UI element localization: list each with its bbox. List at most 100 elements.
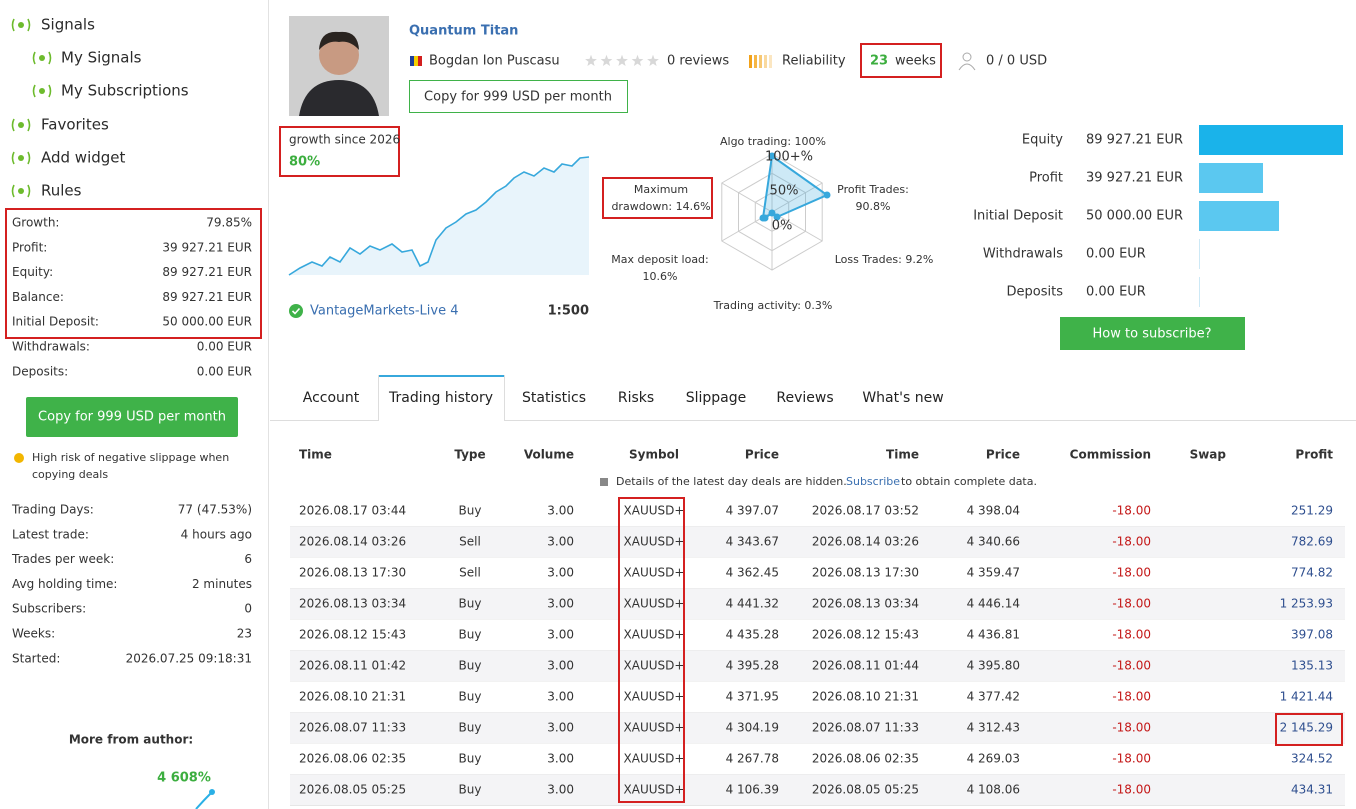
stat-label: Initial Deposit: bbox=[12, 315, 99, 329]
table-cell: 2026.08.13 03:34 bbox=[812, 597, 919, 611]
tab[interactable]: Risks bbox=[618, 390, 654, 406]
table-cell: 2 145.29 bbox=[1280, 721, 1333, 735]
radar-scale: 0% bbox=[772, 219, 793, 234]
table-cell: 135.13 bbox=[1291, 659, 1333, 673]
table-row bbox=[290, 712, 1345, 744]
copy-outline-label[interactable]: Copy for 999 USD per month bbox=[424, 90, 612, 105]
account-value: 89 927.21 EUR bbox=[1086, 133, 1183, 148]
account-value: 50 000.00 EUR bbox=[1086, 209, 1183, 224]
subscribe-button-label[interactable]: How to subscribe? bbox=[1093, 327, 1212, 342]
stat-label: Profit: bbox=[12, 240, 47, 254]
table-cell: XAUUSD+ bbox=[624, 690, 685, 704]
tab[interactable]: Slippage bbox=[686, 390, 747, 406]
table-cell: 4 395.28 bbox=[726, 659, 779, 673]
table-cell: 1 253.93 bbox=[1280, 597, 1333, 611]
table-cell: XAUUSD+ bbox=[624, 659, 685, 673]
column-header: Time bbox=[299, 448, 332, 462]
detail-label: Trading Days: bbox=[11, 503, 94, 517]
stat-value: 0.00 EUR bbox=[197, 340, 252, 354]
table-cell: 2026.08.06 02:35 bbox=[299, 752, 406, 766]
growth-label: growth since 2026 bbox=[289, 133, 400, 147]
column-header: Swap bbox=[1190, 448, 1227, 462]
table-cell: 2026.08.07 11:33 bbox=[299, 721, 406, 735]
stat-value: 79.85% bbox=[206, 216, 252, 230]
table-cell: XAUUSD+ bbox=[624, 752, 685, 766]
nav-link[interactable]: Favorites bbox=[41, 116, 109, 134]
table-cell: 1 421.44 bbox=[1280, 690, 1333, 704]
nav-link[interactable]: Signals bbox=[41, 16, 95, 34]
photo-head bbox=[319, 35, 359, 75]
nav-icon bbox=[18, 122, 24, 128]
table-cell: 774.82 bbox=[1291, 566, 1333, 580]
nav-link[interactable]: Rules bbox=[41, 182, 82, 200]
growth-value: 80% bbox=[289, 155, 320, 170]
account-bar bbox=[1199, 277, 1200, 307]
table-cell: Buy bbox=[459, 659, 482, 673]
table-cell: XAUUSD+ bbox=[624, 597, 685, 611]
signal-title[interactable]: Quantum Titan bbox=[409, 24, 518, 39]
table-row bbox=[290, 588, 1345, 620]
subscribers-icon bbox=[958, 63, 976, 71]
active-tab-cover bbox=[379, 419, 504, 422]
table-cell: 3.00 bbox=[547, 783, 574, 797]
table-cell: Buy bbox=[459, 783, 482, 797]
table-row bbox=[290, 619, 1345, 651]
account-bar bbox=[1199, 163, 1263, 193]
highlight-box bbox=[618, 497, 685, 803]
table-row bbox=[290, 681, 1345, 713]
tab[interactable]: Reviews bbox=[776, 390, 833, 406]
column-header: Price bbox=[745, 448, 779, 462]
nav-link[interactable]: Add widget bbox=[41, 149, 126, 167]
table-cell: 251.29 bbox=[1291, 504, 1333, 518]
column-header: Price bbox=[986, 448, 1020, 462]
tab[interactable]: Account bbox=[303, 390, 360, 406]
table-cell: 2026.08.12 15:43 bbox=[812, 628, 919, 642]
broker-link[interactable]: VantageMarkets-Live 4 bbox=[310, 304, 459, 319]
table-cell: 2026.08.05 05:25 bbox=[299, 783, 406, 797]
nav-link[interactable]: My Signals bbox=[61, 49, 142, 67]
copy-button-label[interactable]: Copy for 999 USD per month bbox=[38, 410, 226, 425]
highlight-box bbox=[860, 43, 942, 78]
table-cell: -18.00 bbox=[1112, 752, 1151, 766]
table-cell: 4 395.80 bbox=[967, 659, 1020, 673]
detail-value: 2026.07.25 09:18:31 bbox=[126, 651, 252, 665]
radar-label: Algo trading: 100% bbox=[720, 135, 826, 148]
table-cell: 782.69 bbox=[1291, 535, 1333, 549]
photo-body bbox=[299, 80, 379, 116]
nav-link[interactable]: My Subscriptions bbox=[61, 82, 189, 100]
reviews-link[interactable]: 0 reviews bbox=[667, 54, 729, 69]
radar-label: Loss Trades: 9.2% bbox=[835, 253, 934, 266]
active-tab-top bbox=[379, 375, 504, 377]
rating-star bbox=[631, 54, 644, 66]
table-row bbox=[290, 495, 1345, 527]
table-cell: Sell bbox=[459, 566, 481, 580]
table-cell: Buy bbox=[459, 597, 482, 611]
table-cell: -18.00 bbox=[1112, 597, 1151, 611]
radar-label: Max deposit load: bbox=[611, 253, 709, 266]
tab[interactable]: Trading history bbox=[388, 390, 493, 406]
stat-value: 89 927.21 EUR bbox=[162, 290, 252, 304]
tab[interactable]: What's new bbox=[862, 390, 943, 406]
photo-hair bbox=[319, 31, 359, 50]
notice-link[interactable]: Subscribe bbox=[846, 475, 900, 488]
table-cell: 4 398.04 bbox=[967, 504, 1020, 518]
notice-text: Details of the latest day deals are hidd… bbox=[616, 475, 847, 488]
account-value: 0.00 EUR bbox=[1086, 285, 1146, 300]
growth-area bbox=[289, 157, 589, 275]
table-cell: 4 108.06 bbox=[967, 783, 1020, 797]
table-cell: Buy bbox=[459, 504, 482, 518]
table-cell: 2026.08.17 03:44 bbox=[299, 504, 406, 518]
table-cell: 2026.08.12 15:43 bbox=[299, 628, 406, 642]
author-name[interactable]: Bogdan Ion Puscasu bbox=[429, 54, 560, 69]
account-label: Initial Deposit bbox=[973, 209, 1063, 224]
table-cell: 2026.08.05 05:25 bbox=[812, 783, 919, 797]
radar-point bbox=[823, 191, 831, 199]
reliability-bar bbox=[749, 55, 752, 68]
table-cell: 2026.08.17 03:52 bbox=[812, 504, 919, 518]
tab[interactable]: Statistics bbox=[522, 390, 586, 406]
table-row bbox=[290, 743, 1345, 775]
more-sparkline-dot bbox=[209, 789, 215, 795]
table-cell: 4 106.39 bbox=[726, 783, 779, 797]
table-cell: 2026.08.11 01:44 bbox=[812, 659, 919, 673]
table-cell: 4 441.32 bbox=[726, 597, 779, 611]
